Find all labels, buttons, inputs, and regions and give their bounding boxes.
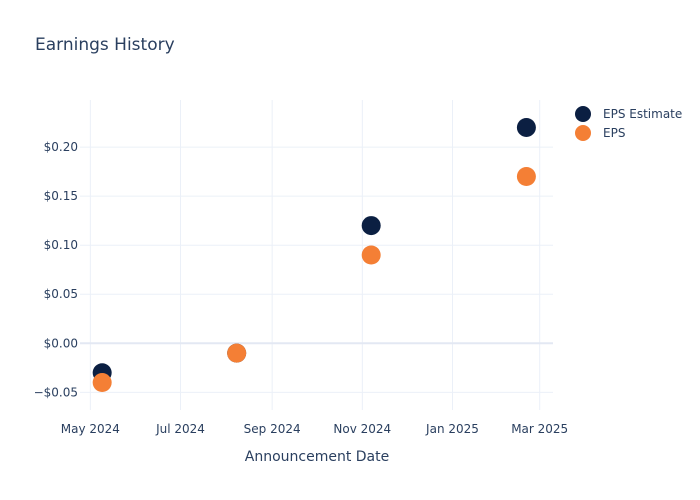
x-tick-label: Sep 2024 (244, 422, 301, 436)
x-tick-label: Jan 2025 (425, 422, 479, 436)
chart-title: Earnings History (35, 35, 175, 55)
grid (80, 100, 553, 410)
legend-label: EPS Estimate (603, 107, 682, 121)
eps-estimate-point[interactable] (361, 216, 381, 236)
x-tick-label: Nov 2024 (333, 422, 391, 436)
x-tick-label: May 2024 (61, 422, 120, 436)
y-tick-label: $0.10 (44, 238, 78, 252)
legend-marker (575, 106, 591, 122)
y-axis-ticks: −$0.05 $0.00 $0.05 $0.10 $0.15 $0.20 (34, 140, 78, 399)
legend-marker (575, 125, 591, 141)
eps-point[interactable] (361, 245, 381, 265)
eps-point[interactable] (516, 167, 536, 187)
y-tick-label: $0.05 (44, 287, 78, 301)
legend-label: EPS (603, 126, 625, 140)
x-axis-ticks: May 2024 Jul 2024 Sep 2024 Nov 2024 Jan 2025… (61, 422, 568, 436)
eps-point[interactable] (92, 373, 112, 393)
y-tick-label: $0.20 (44, 140, 78, 154)
y-tick-label: $0.00 (44, 336, 78, 350)
data-points (92, 117, 536, 393)
y-tick-label: $0.15 (44, 189, 78, 203)
legend[interactable]: EPS Estimate EPS (575, 106, 682, 141)
x-tick-label: Mar 2025 (511, 422, 568, 436)
eps-estimate-point[interactable] (516, 117, 536, 137)
legend-item-eps[interactable]: EPS (575, 125, 625, 141)
legend-item-eps-estimate[interactable]: EPS Estimate (575, 106, 682, 122)
eps-point[interactable] (227, 343, 247, 363)
x-tick-label: Jul 2024 (155, 422, 205, 436)
x-axis-title: Announcement Date (245, 449, 389, 465)
y-tick-label: −$0.05 (34, 385, 78, 399)
